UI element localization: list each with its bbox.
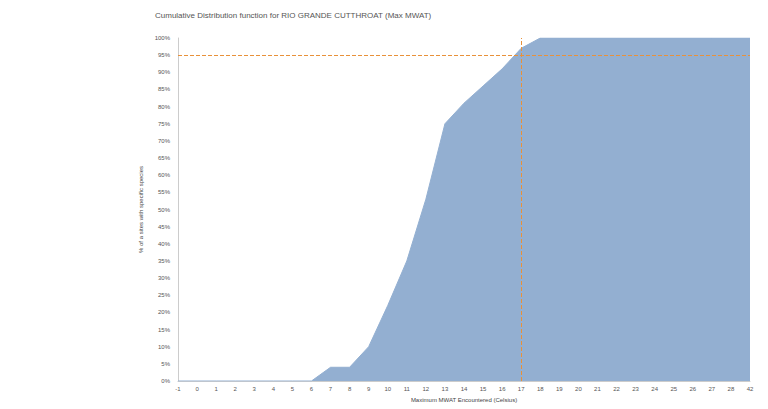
svg-text:42: 42 (747, 386, 754, 392)
svg-text:15: 15 (480, 386, 487, 392)
svg-text:7: 7 (329, 386, 333, 392)
svg-text:90%: 90% (158, 69, 171, 75)
svg-text:75%: 75% (158, 121, 171, 127)
svg-text:Cumulative Distribution functi: Cumulative Distribution function for RIO… (155, 11, 432, 20)
svg-text:17: 17 (518, 386, 525, 392)
svg-text:4: 4 (272, 386, 276, 392)
svg-text:100%: 100% (155, 35, 171, 41)
svg-text:-1: -1 (175, 386, 181, 392)
svg-text:95%: 95% (158, 52, 171, 58)
svg-text:11: 11 (404, 386, 411, 392)
svg-text:2: 2 (234, 386, 238, 392)
svg-text:10: 10 (384, 386, 391, 392)
svg-text:30%: 30% (158, 275, 171, 281)
svg-text:35%: 35% (158, 258, 171, 264)
svg-text:65%: 65% (158, 155, 171, 161)
svg-text:70%: 70% (158, 138, 171, 144)
svg-text:40%: 40% (158, 241, 171, 247)
svg-text:27: 27 (709, 386, 716, 392)
svg-text:21: 21 (594, 386, 601, 392)
svg-text:0: 0 (195, 386, 199, 392)
svg-text:24: 24 (651, 386, 658, 392)
svg-text:13: 13 (442, 386, 449, 392)
svg-text:26: 26 (689, 386, 696, 392)
svg-text:23: 23 (632, 386, 639, 392)
svg-text:6: 6 (310, 386, 314, 392)
svg-text:22: 22 (613, 386, 620, 392)
svg-text:3: 3 (253, 386, 257, 392)
svg-text:% of a sites with specific spe: % of a sites with specific species (138, 166, 144, 253)
svg-text:85%: 85% (158, 86, 171, 92)
svg-text:14: 14 (461, 386, 468, 392)
svg-text:20%: 20% (158, 309, 171, 315)
svg-text:10%: 10% (158, 344, 171, 350)
svg-text:60%: 60% (158, 172, 171, 178)
svg-text:55%: 55% (158, 189, 171, 195)
svg-text:25: 25 (670, 386, 677, 392)
svg-text:18: 18 (537, 386, 544, 392)
svg-text:8: 8 (348, 386, 352, 392)
svg-text:Maximum MWAT Encountered (Cels: Maximum MWAT Encountered (Celsius) (411, 397, 517, 403)
svg-text:50%: 50% (158, 207, 171, 213)
svg-text:28: 28 (728, 386, 735, 392)
svg-text:9: 9 (367, 386, 371, 392)
svg-text:19: 19 (556, 386, 563, 392)
svg-text:16: 16 (499, 386, 506, 392)
svg-text:25%: 25% (158, 292, 171, 298)
svg-text:5: 5 (291, 386, 295, 392)
svg-text:0%: 0% (161, 378, 170, 384)
svg-text:80%: 80% (158, 104, 171, 110)
svg-text:12: 12 (423, 386, 430, 392)
svg-text:5%: 5% (161, 361, 170, 367)
svg-text:20: 20 (575, 386, 582, 392)
svg-text:15%: 15% (158, 327, 171, 333)
svg-text:45%: 45% (158, 224, 171, 230)
svg-text:1: 1 (214, 386, 218, 392)
